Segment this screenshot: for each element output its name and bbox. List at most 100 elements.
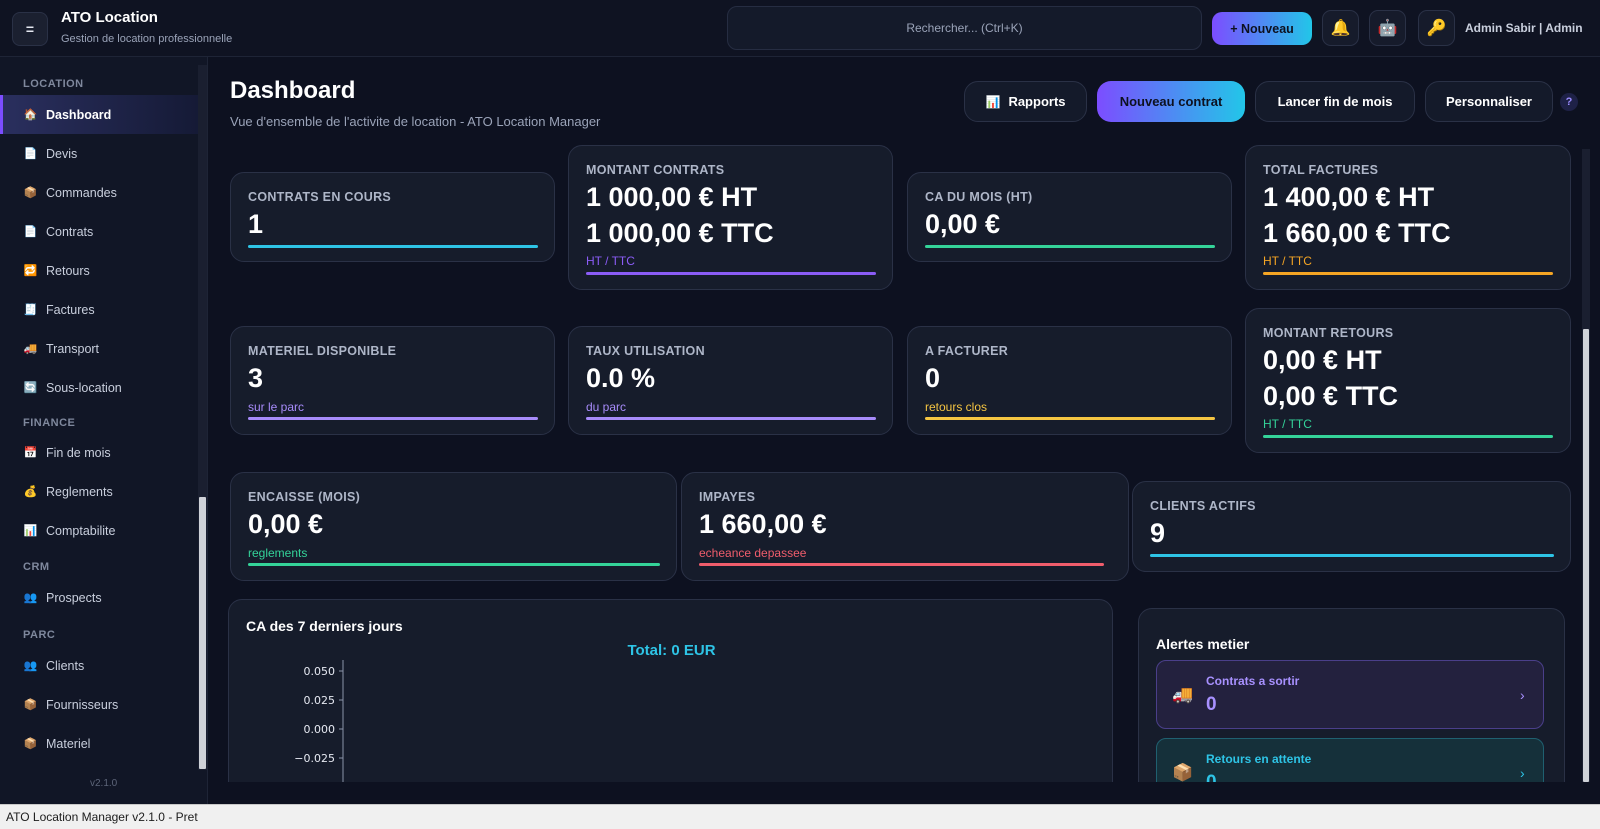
- sidebar-item-materiel[interactable]: 📦 Materiel: [0, 724, 198, 763]
- alert-contrats-a-sortir[interactable]: 🚚 Contrats a sortir 0 ›: [1156, 660, 1544, 729]
- sidebar-item-label: Contrats: [46, 224, 94, 239]
- sidebar-item-commandes[interactable]: 📦 Commandes: [0, 173, 198, 212]
- revenue-chart-card: CA des 7 derniers jours Total: 0 EUR 0.0…: [228, 599, 1113, 782]
- kpi-montant-retours: MONTANT RETOURS 0,00 € HT 0,00 € TTC HT …: [1245, 308, 1571, 453]
- sidebar-section-location: LOCATION: [23, 78, 84, 90]
- app-title: ATO Location: [61, 9, 158, 26]
- kpi-montant-contrats: MONTANT CONTRATS 1 000,00 € HT 1 000,00 …: [568, 145, 893, 290]
- main-scrollbar-thumb[interactable]: [1583, 329, 1589, 782]
- kpi-label: CLIENTS ACTIFS: [1150, 499, 1256, 513]
- help-icon[interactable]: ?: [1560, 93, 1578, 111]
- sidebar-item-factures[interactable]: 🧾 Factures: [0, 290, 198, 329]
- sidebar-version: v2.1.0: [90, 778, 118, 789]
- chart-icon: 📊: [23, 525, 38, 537]
- money-bag-icon: 💰: [23, 486, 38, 498]
- kpi-value-ht: 1 000,00 € HT: [586, 182, 758, 212]
- page-title: Dashboard: [230, 77, 356, 104]
- kpi-accent-bar: [248, 417, 538, 420]
- sidebar-item-clients[interactable]: 👥 Clients: [0, 646, 198, 685]
- sidebar-item-label: Fournisseurs: [46, 697, 119, 712]
- chevron-right-icon: ›: [1520, 687, 1525, 703]
- sidebar-item-label: Fin de mois: [46, 445, 111, 460]
- sidebar-item-label: Sous-location: [46, 380, 122, 395]
- rapports-button[interactable]: 📊 Rapports: [964, 81, 1087, 122]
- y-tick-label: 0.000: [304, 723, 336, 736]
- sidebar-item-contrats[interactable]: 📄 Contrats: [0, 212, 198, 251]
- package-icon: 📦: [23, 187, 38, 199]
- new-button[interactable]: + Nouveau: [1212, 12, 1312, 45]
- user-menu[interactable]: Admin Sabir | Admin: [1465, 21, 1583, 35]
- sidebar-scrollbar[interactable]: [198, 65, 207, 770]
- personnaliser-button[interactable]: Personnaliser: [1425, 81, 1553, 122]
- sidebar-item-reglements[interactable]: 💰 Reglements: [0, 472, 198, 511]
- sidebar-item-prospects[interactable]: 👥 Prospects: [0, 578, 198, 617]
- chevron-right-icon: ›: [1520, 765, 1525, 781]
- kpi-clients-actifs: CLIENTS ACTIFS 9: [1132, 481, 1571, 572]
- kpi-accent-bar: [1263, 435, 1553, 438]
- lancer-fin-de-mois-button[interactable]: Lancer fin de mois: [1255, 81, 1415, 122]
- kpi-accent-bar: [925, 245, 1215, 248]
- sidebar-item-fournisseurs[interactable]: 📦 Fournisseurs: [0, 685, 198, 724]
- menu-toggle-button[interactable]: =: [12, 12, 48, 46]
- kpi-impayes: IMPAYES 1 660,00 € echeance depassee: [681, 472, 1129, 581]
- chart-total: Total: 0 EUR: [627, 642, 716, 659]
- y-tick-label: 0.025: [304, 694, 336, 707]
- kpi-total-factures: TOTAL FACTURES 1 400,00 € HT 1 660,00 € …: [1245, 145, 1571, 290]
- kpi-value-ht: 0,00 € HT: [1263, 345, 1382, 375]
- receipt-icon: 🧾: [23, 304, 38, 316]
- people-icon: 👥: [23, 660, 38, 672]
- sidebar-item-comptabilite[interactable]: 📊 Comptabilite: [0, 511, 198, 550]
- kpi-sub: du parc: [586, 400, 627, 414]
- return-icon: 🔁: [23, 265, 38, 277]
- kpi-label: TOTAL FACTURES: [1263, 163, 1379, 177]
- kpi-accent-bar: [1263, 272, 1553, 275]
- kpi-sub: sur le parc: [248, 400, 305, 414]
- kpi-value: 1 660,00 €: [699, 509, 827, 539]
- sidebar-item-devis[interactable]: 📄 Devis: [0, 134, 198, 173]
- kpi-value: 1: [248, 209, 264, 239]
- sidebar-item-retours[interactable]: 🔁 Retours: [0, 251, 198, 290]
- sidebar-item-label: Devis: [46, 146, 78, 161]
- kpi-value: 9: [1150, 518, 1166, 548]
- sidebar-item-label: Commandes: [46, 185, 117, 200]
- calendar-icon: 📅: [23, 447, 38, 459]
- key-icon[interactable]: 🔑: [1418, 10, 1455, 46]
- y-tick-label: −0.025: [294, 752, 335, 765]
- sidebar-item-transport[interactable]: 🚚 Transport: [0, 329, 198, 368]
- kpi-sub: retours clos: [925, 400, 988, 414]
- kpi-label: A FACTURER: [925, 344, 1009, 358]
- sidebar-scrollbar-thumb[interactable]: [199, 497, 206, 769]
- alert-label: Retours en attente: [1206, 752, 1312, 766]
- bell-icon[interactable]: 🔔: [1322, 10, 1359, 46]
- kpi-sub: HT / TTC: [586, 254, 635, 268]
- kpi-label: CONTRATS EN COURS: [248, 190, 392, 204]
- sidebar-item-label: Clients: [46, 658, 85, 673]
- kpi-value: 0,00 €: [248, 509, 324, 539]
- sidebar-item-label: Prospects: [46, 590, 102, 605]
- nouveau-contrat-button[interactable]: Nouveau contrat: [1097, 81, 1245, 122]
- kpi-accent-bar: [586, 417, 876, 420]
- alert-value: 0: [1206, 694, 1217, 715]
- kpi-value: 0: [925, 363, 941, 393]
- status-text: ATO Location Manager v2.1.0 - Pret: [6, 810, 198, 824]
- sidebar-item-dashboard[interactable]: 🏠 Dashboard: [0, 95, 198, 134]
- kpi-label: CA DU MOIS (HT): [925, 190, 1033, 204]
- sidebar-item-label: Reglements: [46, 484, 113, 499]
- document-icon: 📄: [23, 226, 38, 238]
- kpi-accent-bar: [1150, 554, 1554, 557]
- sidebar-item-sous-location[interactable]: 🔄 Sous-location: [0, 368, 198, 407]
- robot-icon[interactable]: 🤖: [1369, 10, 1406, 46]
- document-icon: 📄: [23, 148, 38, 160]
- kpi-label: MATERIEL DISPONIBLE: [248, 344, 397, 358]
- kpi-label: MONTANT RETOURS: [1263, 326, 1394, 340]
- sidebar-item-fin-de-mois[interactable]: 📅 Fin de mois: [0, 433, 198, 472]
- kpi-accent-bar: [586, 272, 876, 275]
- top-bar: = ATO Location Gestion de location profe…: [0, 0, 1600, 57]
- alert-label: Contrats a sortir: [1206, 674, 1300, 688]
- revenue-chart: 0.050 0.025 0.000 −0.025: [294, 660, 344, 782]
- search-input[interactable]: Rechercher... (Ctrl+K): [727, 6, 1202, 50]
- kpi-materiel-disponible: MATERIEL DISPONIBLE 3 sur le parc: [230, 326, 555, 435]
- kpi-accent-bar: [248, 245, 538, 248]
- alert-retours-en-attente[interactable]: 📦 Retours en attente 0 ›: [1156, 738, 1544, 782]
- page-subtitle: Vue d'ensemble de l'activite de location…: [230, 114, 601, 129]
